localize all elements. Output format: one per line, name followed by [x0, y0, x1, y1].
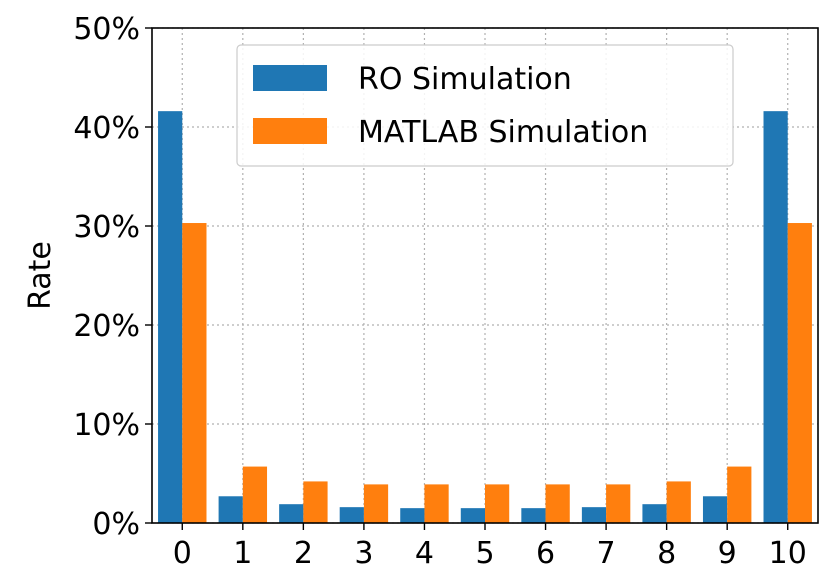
- x-tick-label: 7: [597, 536, 616, 571]
- bar-ro-simulation: [642, 504, 667, 523]
- legend: RO Simulation MATLAB Simulation: [236, 44, 734, 167]
- axis-ticks: 0% 10% 20% 30% 40% 50% 0 1 2 3 4 5 6 7 8 9 10: [73, 12, 807, 571]
- legend-label-ro-simulation: RO Simulation: [358, 62, 572, 97]
- bars: [158, 111, 812, 523]
- x-tick-label: 8: [657, 536, 676, 571]
- y-tick-label: 40%: [73, 111, 140, 146]
- bar-matlab-simulation: [727, 466, 752, 523]
- bar-matlab-simulation: [363, 484, 389, 523]
- y-tick-label: 30%: [73, 210, 140, 245]
- x-tick-label: 2: [294, 536, 313, 571]
- y-tick-label: 50%: [73, 12, 140, 47]
- bar-matlab-simulation: [666, 481, 691, 523]
- x-tick-label: 10: [769, 536, 807, 571]
- legend-swatch-matlab-simulation: [253, 118, 327, 144]
- legend-label-matlab-simulation: MATLAB Simulation: [358, 115, 648, 150]
- bar-matlab-simulation: [787, 223, 812, 523]
- bar-ro-simulation: [581, 507, 607, 523]
- bar-ro-simulation: [339, 507, 364, 523]
- bar-ro-simulation: [218, 496, 243, 523]
- x-tick-label: 3: [354, 536, 373, 571]
- bar-matlab-simulation: [303, 481, 328, 523]
- bar-matlab-simulation: [182, 223, 207, 523]
- legend-box: [236, 44, 734, 167]
- x-tick-label: 9: [718, 536, 737, 571]
- bar-matlab-simulation: [424, 484, 449, 523]
- y-tick-label: 10%: [73, 408, 140, 443]
- bar-ro-simulation: [460, 508, 485, 523]
- bar-matlab-simulation: [485, 484, 510, 523]
- x-tick-label: 1: [233, 536, 252, 571]
- y-tick-label: 0%: [92, 507, 140, 542]
- bar-ro-simulation: [521, 508, 546, 523]
- bar-matlab-simulation: [242, 466, 268, 523]
- bar-ro-simulation: [279, 504, 304, 523]
- y-tick-label: 20%: [73, 309, 140, 344]
- bar-ro-simulation: [400, 508, 425, 523]
- bar-ro-simulation: [702, 496, 728, 523]
- bar-matlab-simulation: [545, 484, 570, 523]
- x-tick-label: 5: [475, 536, 494, 571]
- bar-ro-simulation: [158, 111, 183, 523]
- x-tick-label: 0: [173, 536, 192, 571]
- y-axis-label: Rate: [23, 241, 58, 310]
- legend-swatch-ro-simulation: [253, 65, 327, 91]
- x-tick-label: 6: [536, 536, 555, 571]
- bar-matlab-simulation: [606, 484, 631, 523]
- x-tick-label: 4: [415, 536, 434, 571]
- bar-ro-simulation: [763, 111, 788, 523]
